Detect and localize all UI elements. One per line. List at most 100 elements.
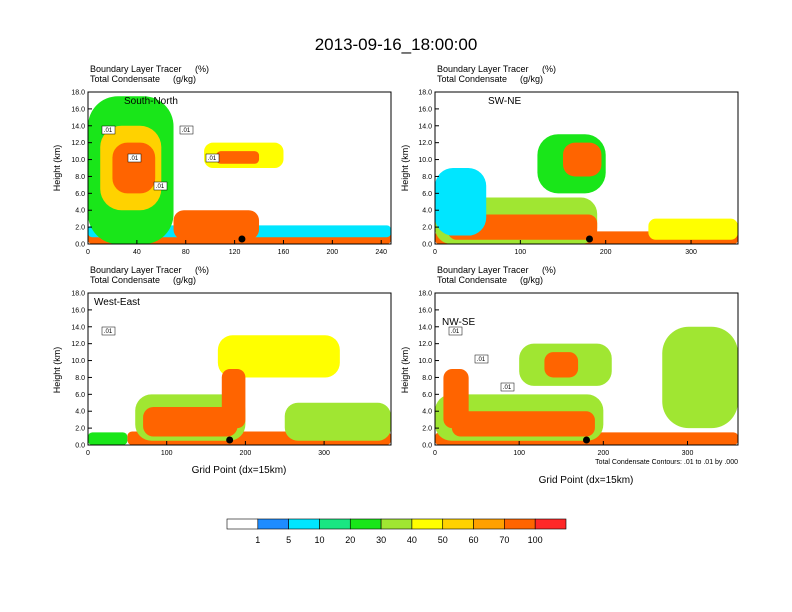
field-label-tracer: Boundary Layer Tracer <box>90 265 182 275</box>
x-tick-label: 200 <box>327 249 339 256</box>
surface-marker <box>583 436 590 444</box>
contour-label-box <box>448 326 463 336</box>
y-tick-label: 8.0 <box>422 375 432 382</box>
x-tick-label: 100 <box>515 249 527 256</box>
colorbar-label: 40 <box>407 535 417 545</box>
contour-note: Total Condensate Contours: .01 to .01 by… <box>595 459 738 466</box>
field-label-tracer: Boundary Layer Tracer <box>90 64 182 74</box>
surface-marker <box>585 235 593 243</box>
colorbar-swatch <box>257 518 289 530</box>
tracer-patch <box>88 432 128 445</box>
x-tick-label: 200 <box>597 450 609 457</box>
tracer-patch <box>435 168 487 236</box>
heatmap-area: 0.0 2.0 4.0 6.0 8.0 10.0 12.0 14.0 16.0 18.0 0 100 2… <box>71 291 392 457</box>
tracer-patch <box>112 142 156 194</box>
colorbar-label: 50 <box>438 535 448 545</box>
y-axis-label: Height (km) <box>400 145 410 192</box>
y-tick-label: 6.0 <box>422 392 432 399</box>
contour-label-box <box>179 125 194 135</box>
field-label-condensate: Total Condensate <box>437 275 507 285</box>
contour-label: .01 <box>503 385 512 391</box>
x-tick-label: 240 <box>375 249 387 256</box>
y-tick-label: 4.0 <box>75 409 85 416</box>
y-tick-label: 6.0 <box>422 191 432 198</box>
panel-west-east: Boundary Layer Tracer (%) Total Condensa… <box>52 265 392 476</box>
y-tick-label: 14.0 <box>71 123 85 130</box>
contour-label: .01 <box>104 329 113 335</box>
field-label-condensate: Total Condensate <box>90 275 160 285</box>
panel-south-north: Boundary Layer Tracer (%) Total Condensa… <box>52 64 392 256</box>
contour-label-box <box>127 153 142 163</box>
x-tick-label: 0 <box>86 450 90 457</box>
contour-label-box <box>500 382 515 392</box>
tracer-patch <box>443 369 469 429</box>
y-tick-label: 4.0 <box>422 409 432 416</box>
plot-frame <box>434 91 739 245</box>
y-tick-label: 14.0 <box>418 324 432 331</box>
tracer-patch <box>662 326 738 429</box>
y-tick-label: 4.0 <box>422 208 432 215</box>
heatmap-area: 0.0 2.0 4.0 6.0 8.0 10.0 12.0 14.0 16.0 18.0 0 40 80… <box>71 90 392 256</box>
y-tick-label: 16.0 <box>418 106 432 113</box>
y-tick-label: 6.0 <box>75 191 85 198</box>
colorbar-swatch <box>504 518 536 530</box>
contour-label-box <box>153 181 168 191</box>
tracer-patch <box>451 411 595 437</box>
y-tick-label: 8.0 <box>75 174 85 181</box>
plot-frame <box>434 292 739 446</box>
x-tick-label: 200 <box>240 450 252 457</box>
y-tick-label: 12.0 <box>71 341 85 348</box>
y-tick-label: 0.0 <box>75 443 85 450</box>
y-tick-label: 18.0 <box>71 90 85 97</box>
heatmap-area: 0.0 2.0 4.0 6.0 8.0 10.0 12.0 14.0 16.0 18.0 0 100 2… <box>418 291 739 457</box>
x-tick-label: 300 <box>682 450 694 457</box>
tracer-patch <box>143 407 238 437</box>
y-tick-label: 12.0 <box>71 140 85 147</box>
figure-title: 2013-09-16_18:00:00 <box>315 35 478 54</box>
x-tick-label: 120 <box>229 249 241 256</box>
panel-label: West-East <box>94 297 140 308</box>
colorbar-swatch <box>226 518 259 530</box>
contour-label: .01 <box>156 184 165 190</box>
field-label-tracer: Boundary Layer Tracer <box>437 64 529 74</box>
y-axis-label: Height (km) <box>52 347 62 394</box>
y-tick-label: 12.0 <box>418 140 432 147</box>
y-tick-label: 18.0 <box>418 291 432 298</box>
y-axis-label: Height (km) <box>400 347 410 394</box>
x-tick-label: 300 <box>685 249 697 256</box>
x-tick-label: 100 <box>161 450 173 457</box>
y-tick-label: 2.0 <box>422 426 432 433</box>
y-tick-label: 12.0 <box>418 341 432 348</box>
colorbar-label: 10 <box>314 535 324 545</box>
colorbar-swatch <box>442 518 474 530</box>
contour-label-box <box>474 354 489 364</box>
colorbar-swatch <box>380 518 413 530</box>
colorbar-swatch <box>534 518 567 530</box>
field-label-condensate: Total Condensate <box>90 74 160 84</box>
x-tick-label: 80 <box>182 249 190 256</box>
panel-sw-ne: Boundary Layer Tracer (%) Total Condensa… <box>400 64 739 256</box>
y-tick-label: 18.0 <box>71 291 85 298</box>
y-tick-label: 16.0 <box>71 106 85 113</box>
colorbar-label: 30 <box>376 535 386 545</box>
tracer-patch <box>544 352 579 378</box>
field-unit-condensate: (g/kg) <box>520 74 543 84</box>
y-tick-label: 0.0 <box>422 242 432 249</box>
y-axis-label: Height (km) <box>52 145 62 192</box>
y-tick-label: 10.0 <box>418 157 432 164</box>
plot-frame <box>87 91 392 245</box>
panel-nw-se: Boundary Layer Tracer (%) Total Condensa… <box>400 265 739 486</box>
contour-label: .01 <box>477 357 486 363</box>
contour-label-box <box>205 153 220 163</box>
x-axis-label: Grid Point (dx=15km) <box>192 465 287 476</box>
field-unit-tracer: (%) <box>542 265 556 275</box>
tracer-patch <box>563 142 602 177</box>
y-tick-label: 2.0 <box>75 225 85 232</box>
y-tick-label: 10.0 <box>71 157 85 164</box>
colorbar-label: 20 <box>345 535 355 545</box>
x-tick-label: 0 <box>433 249 437 256</box>
y-tick-label: 18.0 <box>418 90 432 97</box>
contour-label: .01 <box>104 128 113 134</box>
tracer-patch <box>648 218 738 240</box>
